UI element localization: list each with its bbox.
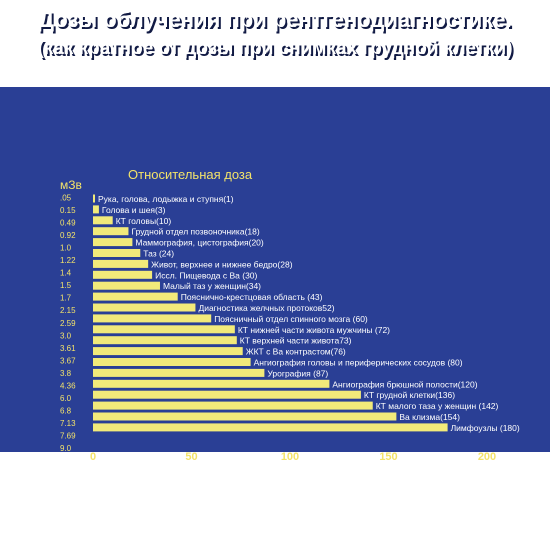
bar [93,238,133,247]
bar-label: Ва клизма(154) [399,412,460,422]
y-tick-label: 1.7 [60,294,72,303]
bar-label: Малый таз у женщин(34) [163,281,261,291]
bar [93,325,235,334]
y-tick-label: 6.0 [60,394,72,403]
bar [93,194,95,203]
y-axis-unit: мЗв [60,178,82,192]
x-tick-label: 200 [478,451,496,463]
bar [93,336,237,345]
bar [93,368,265,377]
y-tick-label: 2.59 [60,319,76,328]
y-tick-label: 9.0 [60,444,72,453]
bar [93,379,330,388]
y-tick-label: 7.69 [60,431,76,440]
bar-label: КТ малого таза у женщин (142) [376,401,499,411]
bar [93,259,149,268]
bar [93,401,373,410]
y-tick-label: 3.0 [60,331,72,340]
bar-label: Поясничный отдел спинного мозга (60) [214,314,368,324]
y-tick-label: 3.61 [60,344,76,353]
y-tick-labels: .05 0.15 0.49 0.92 1.0 1.22 1.4 1.5 1.7 2.15 2.59 3… [60,194,76,454]
bar [93,303,196,312]
bar [93,314,212,323]
y-tick-label: 3.8 [60,369,72,378]
bar-label: Ангиография головы и периферических сосу… [254,358,463,368]
bar [93,216,113,225]
bar-label: Рука, голова, лодыжка и ступня(1) [98,194,234,204]
bar-label: Иссл. Пищевода с Ва (30) [155,270,257,280]
bar-label: Лимфоузлы (180) [451,423,520,433]
y-tick-label: 6.8 [60,406,72,415]
chart-title: Относительная доза [128,167,253,182]
bar [93,412,397,421]
bar [93,292,178,301]
y-tick-label: 4.36 [60,381,76,390]
bar-label: КТ нижней части живота мужчины (72) [238,325,390,335]
y-tick-label: 1.5 [60,281,72,290]
y-tick-label: 7.13 [60,419,76,428]
bar-label: КТ головы(10) [116,216,172,226]
x-tick-label: 100 [281,451,299,463]
x-tick-label: 50 [185,451,197,463]
bar [93,249,141,257]
bar [93,270,153,279]
y-tick-label: 3.67 [60,356,76,365]
bar [93,390,361,399]
bar-label: Ангиография брюшной полости(120) [332,379,477,389]
bar-label: ЖКТ с Ва контрастом(76) [246,347,346,357]
x-tick-label: 150 [379,451,397,463]
bar-label: Грудной отдел позвоночника(18) [131,227,259,237]
bar-label: Пояснично-крестцовая область (43) [181,292,323,302]
bar [93,347,243,356]
bar [93,423,448,432]
bars-group: Рука, голова, лодыжка и ступня(1)Голова … [93,194,520,433]
bar-label: Урография (87) [267,368,328,378]
bar-label: Таз (24) [143,249,174,259]
x-tick-labels: 0 50 100 150 200 [90,451,496,463]
y-tick-label: 0.92 [60,231,76,240]
bar-label: Живот, верхнее и нижнее бедро(28) [151,259,293,269]
y-tick-label: .05 [60,194,72,203]
y-tick-label: 1.22 [60,256,76,265]
bar [93,358,251,366]
x-tick-label: 0 [90,451,96,463]
y-tick-label: 1.0 [60,244,72,253]
bar-label: Голова и шея(3) [102,205,166,215]
slide-subtitle: (как кратное от дозы при снимках грудной… [37,38,513,59]
bar-label: КТ грудной клетки(136) [364,390,455,400]
bar-label: Маммография, цистография(20) [135,238,264,248]
y-tick-label: 0.49 [60,219,76,228]
y-tick-label: 1.4 [60,269,72,278]
y-tick-label: 0.15 [60,206,76,215]
y-tick-label: 2.15 [60,306,76,315]
bar-label: КТ верхней части живота73) [240,336,352,346]
bar-label: Диагностика желчных протоков52) [198,303,334,313]
bar [93,281,160,290]
bar [93,205,99,214]
slide-title: Дозы облучения при рентгенодиагностике. [38,7,512,32]
bar [93,227,129,236]
